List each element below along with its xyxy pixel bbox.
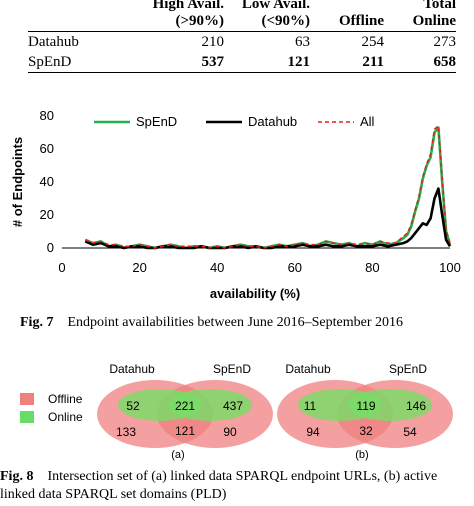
y-axis-title: # of Endpoints — [10, 137, 25, 227]
venn-b-right-label: SpEnD — [389, 362, 427, 376]
figure-7-label: Fig. 7 — [20, 315, 54, 330]
venn-b-online-both: 119 — [356, 399, 375, 413]
chart-legend: SpEnD Datahub All — [94, 114, 375, 129]
venn-diagram-a: Datahub SpEnD 52 221 437 133 121 90 (a) — [97, 362, 273, 461]
venn-a-online-both: 221 — [175, 399, 195, 413]
x-tick-label: 80 — [365, 260, 379, 275]
series-line-spend — [84, 126, 452, 250]
venn-b-sublabel: (b) — [355, 449, 368, 461]
legend-label-spend: SpEnD — [136, 114, 177, 129]
venn-a-online-right: 437 — [223, 399, 243, 413]
online-legend-label: Online — [48, 410, 83, 424]
x-axis-title: availability (%) — [210, 286, 300, 301]
venn-a-offline-right: 90 — [223, 425, 237, 439]
venn-b-right-online — [348, 389, 432, 421]
y-tick-label: 40 — [40, 174, 54, 189]
series-line-all — [84, 125, 451, 249]
venn-b-online-right: 146 — [406, 399, 426, 413]
chart-series-group — [84, 125, 452, 250]
venn-diagram-b: Datahub SpEnD 11 119 146 94 32 54 (b) — [277, 362, 453, 461]
venn-a-online-left: 52 — [126, 399, 140, 413]
table-header-low-avail: Low Avail. (<90%) — [224, 0, 310, 32]
figure-7-text: Endpoint availabilities between June 201… — [67, 315, 403, 330]
table-row: Datahub 210 63 254 273 — [28, 32, 456, 53]
table-row-label: Datahub — [28, 34, 79, 50]
venn-b-offline-both: 32 — [359, 424, 373, 438]
table-cell: 210 — [201, 34, 225, 50]
venn-b-offline-right: 54 — [403, 425, 417, 439]
offline-legend-label: Offline — [48, 392, 83, 406]
table-cell: 273 — [433, 34, 457, 50]
x-tick-label: 20 — [132, 260, 146, 275]
figure-8-text: Intersection set of (a) linked data SPAR… — [0, 469, 438, 502]
offline-legend-swatch — [20, 393, 34, 405]
availability-table: High Avail. (>90%) Low Avail. (<90%) Off… — [28, 0, 456, 73]
figure-8-caption: Fig. 8 Intersection set of (a) linked dat… — [0, 468, 474, 504]
x-tick-label: 40 — [210, 260, 224, 275]
legend-label-all: All — [360, 114, 375, 129]
availability-table-section: High Avail. (>90%) Low Avail. (<90%) Off… — [0, 0, 474, 86]
table-cell: 254 — [361, 34, 385, 50]
endpoint-availability-chart: 0 20 40 60 80 0 20 40 60 80 100 SpEnD Datahub All av… — [10, 108, 461, 301]
venn-b-online-left: 11 — [304, 399, 317, 413]
x-tick-label: 60 — [288, 260, 302, 275]
table-cell: 658 — [384, 52, 456, 73]
table-header-total-online: Total Online — [384, 0, 456, 32]
venn-a-left-label: Datahub — [109, 362, 155, 376]
y-tick-label: 80 — [40, 108, 54, 123]
series-line-datahub — [84, 187, 452, 250]
table-row-label: SpEnD — [28, 52, 138, 73]
venn-a-offline-left: 133 — [116, 425, 136, 439]
y-tick-label: 0 — [47, 240, 54, 255]
y-tick-label: 20 — [40, 207, 54, 222]
venn-a-offline-both: 121 — [175, 424, 195, 438]
figure-8-label: Fig. 8 — [0, 469, 34, 484]
chart-axes: 0 20 40 60 80 0 20 40 60 80 100 — [40, 108, 461, 275]
venn-a-right-label: SpEnD — [213, 362, 251, 376]
table-header-high-avail: High Avail. (>90%) — [138, 0, 224, 32]
table-header-row: High Avail. (>90%) Low Avail. (<90%) Off… — [28, 0, 456, 32]
table-header-blank — [28, 0, 138, 32]
x-tick-label: 100 — [439, 260, 461, 275]
venn-a-sublabel: (a) — [171, 449, 184, 461]
y-tick-label: 60 — [40, 141, 54, 156]
x-tick-label: 0 — [58, 260, 65, 275]
table-cell: 63 — [295, 34, 310, 50]
online-legend-swatch — [20, 411, 34, 423]
table-cell: 537 — [138, 52, 224, 73]
figure-7-caption: Fig. 7 Endpoint availabilities between Ju… — [20, 314, 460, 332]
table-cell: 121 — [224, 52, 310, 73]
venn-diagrams: Offline Online Datahub SpEnD 52 221 437 … — [20, 362, 453, 461]
table-header-offline: Offline — [310, 0, 384, 32]
venn-a-right-online — [168, 389, 252, 421]
venn-b-offline-left: 94 — [306, 425, 320, 439]
table-row: SpEnD 537 121 211 658 — [28, 52, 456, 73]
legend-label-datahub: Datahub — [248, 114, 297, 129]
table-cell: 211 — [310, 52, 384, 73]
venn-b-left-label: Datahub — [285, 362, 331, 376]
